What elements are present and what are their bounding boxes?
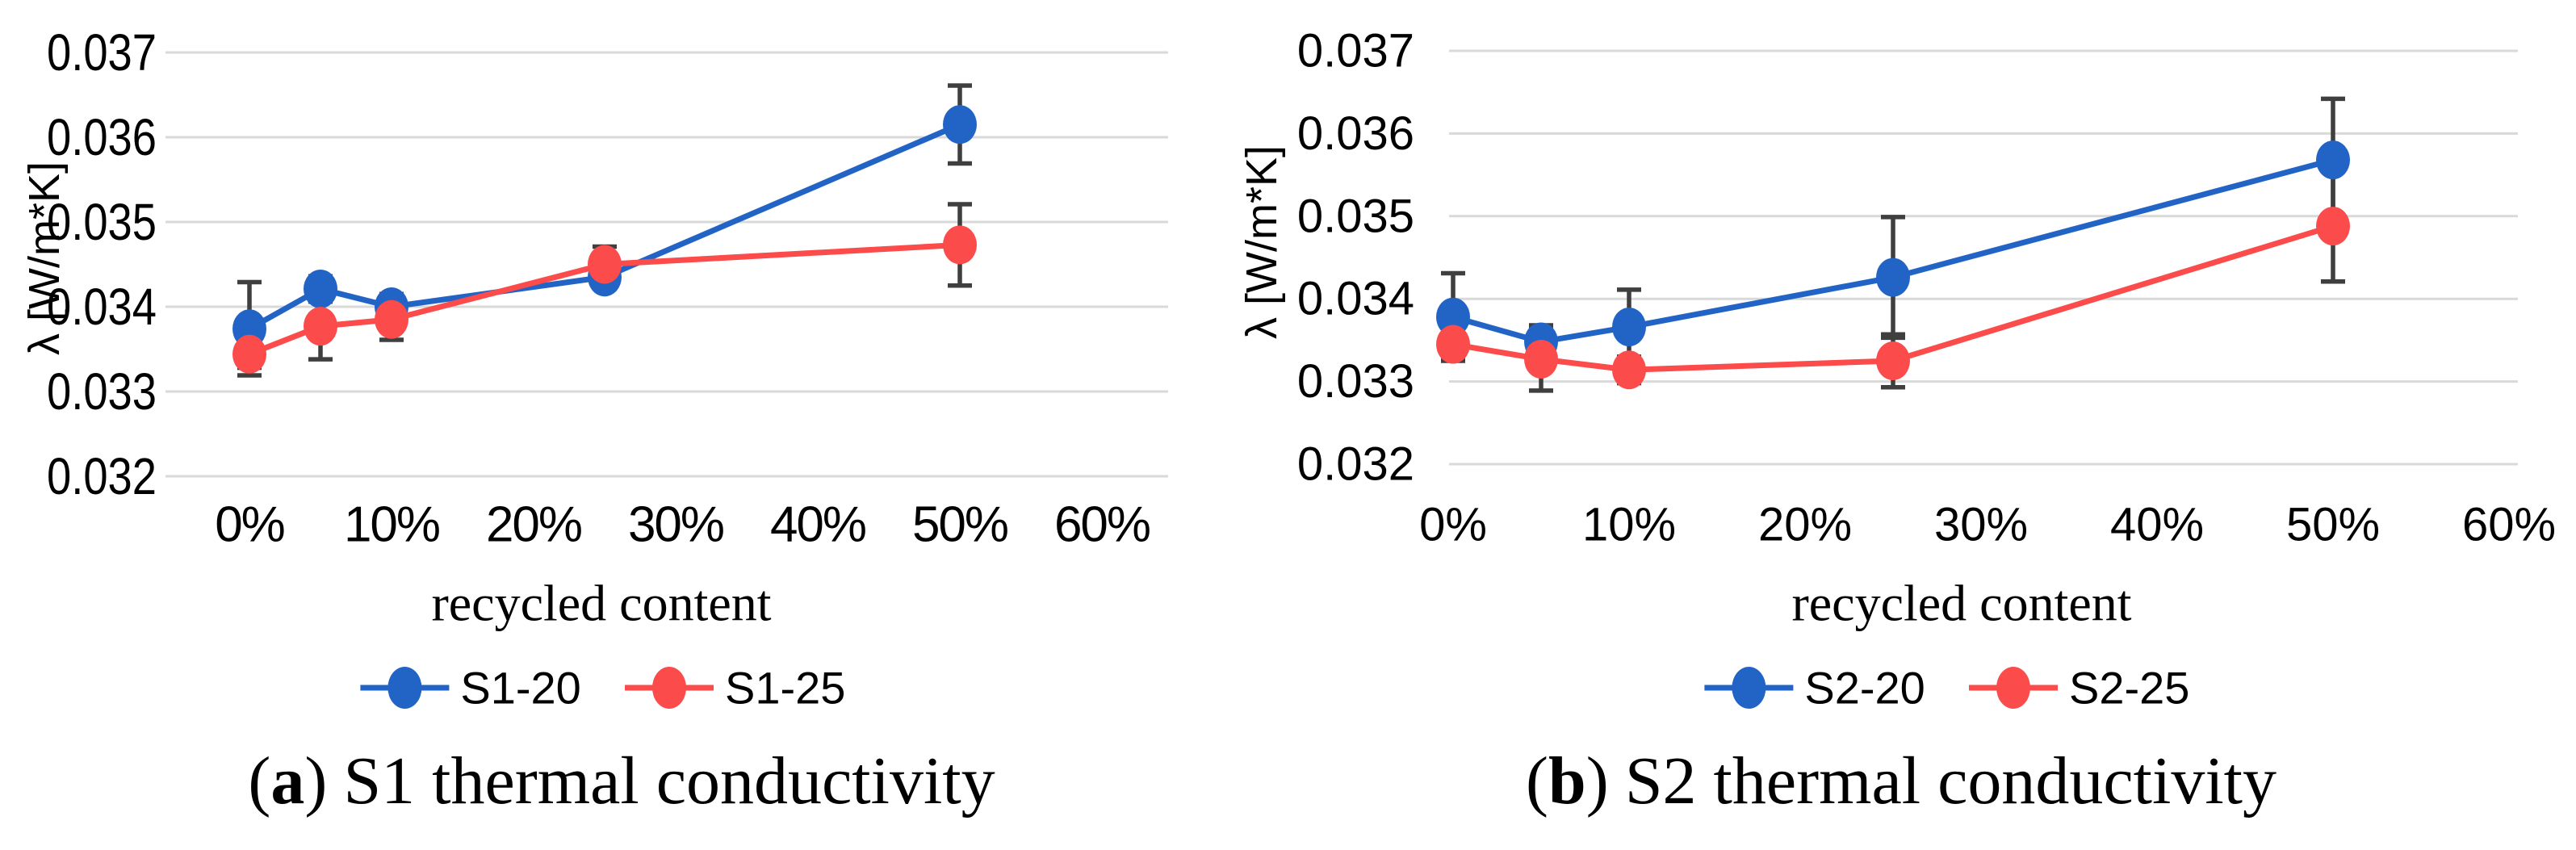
caption-a-close: )	[304, 743, 328, 819]
data-point-S2-25-25pct	[1876, 341, 1910, 380]
data-point-S2-20-0pct	[1436, 297, 1470, 337]
legend-label: S2-25	[2069, 663, 2189, 714]
caption-a-letter: a	[270, 743, 305, 819]
x-tick-label: 40%	[2110, 499, 2204, 551]
y-tick-label: 0.036	[47, 108, 157, 166]
y-axis-label: λ [W/m*K]	[1238, 145, 1286, 339]
legend-label: S2-20	[1804, 663, 1925, 714]
data-point-S1-25-50pct	[943, 225, 977, 265]
y-tick-label: 0.034	[47, 278, 157, 336]
legend-marker	[652, 667, 686, 709]
legend-marker	[387, 667, 422, 709]
y-axis-label: λ [W/m*K]	[20, 161, 69, 355]
y-tick-label: 0.033	[47, 362, 157, 421]
x-axis-title: recycled content	[431, 575, 771, 632]
x-tick-label: 20%	[1758, 499, 1852, 551]
x-tick-label: 60%	[2462, 499, 2556, 551]
data-point-S1-20-50pct	[943, 105, 977, 144]
x-tick-label: 40%	[770, 497, 865, 553]
legend-marker	[1996, 667, 2030, 709]
x-tick-label: 50%	[912, 497, 1007, 553]
data-point-S2-20-50pct	[2316, 140, 2350, 180]
data-point-S2-25-50pct	[2316, 207, 2350, 246]
legend-label: S1-20	[460, 663, 580, 714]
x-tick-label: 0%	[1419, 499, 1487, 551]
y-tick-label: 0.033	[1297, 355, 1414, 408]
data-point-S2-20-25pct	[1876, 258, 1910, 297]
legend-marker	[1732, 667, 1766, 709]
caption-chart-a: (a) S1 thermal conductivity	[248, 747, 995, 815]
legend-item-S1-20: S1-20	[360, 663, 581, 714]
data-point-S1-25-25pct	[588, 245, 622, 284]
legend-item-S1-25: S1-25	[625, 663, 845, 714]
data-point-S1-25-0pct	[232, 334, 266, 374]
y-tick-label: 0.032	[47, 447, 157, 505]
x-tick-label: 30%	[1934, 499, 2028, 551]
y-tick-label: 0.037	[1297, 25, 1414, 77]
data-point-S2-25-5pct	[1524, 339, 1558, 379]
y-tick-label: 0.032	[1297, 438, 1414, 491]
x-tick-label: 60%	[1054, 497, 1150, 553]
chart-s1: 0.037 0.036 0.035 0.034 0.033 0.032 0% 10% 20% 30…	[20, 23, 1168, 714]
data-point-S2-25-0pct	[1436, 325, 1470, 364]
caption-b-close: )	[1585, 743, 1609, 819]
x-tick-label: 10%	[1582, 499, 1676, 551]
y-tick-label: 0.035	[47, 193, 157, 251]
caption-b-letter: b	[1548, 743, 1586, 819]
x-tick-label: 50%	[2286, 499, 2380, 551]
caption-a-text: S1 thermal conductivity	[343, 743, 995, 819]
data-point-S1-25-5pct	[304, 307, 337, 346]
series-line-S1-20	[248, 122, 961, 332]
data-point-S1-25-10pct	[375, 299, 408, 339]
x-tick-label: 30%	[628, 497, 723, 553]
data-point-S2-25-10pct	[1612, 350, 1646, 390]
y-tick-label: 0.035	[1297, 190, 1414, 242]
legend-item-S2-25: S2-25	[1969, 663, 2189, 714]
caption-a-open: (	[248, 743, 271, 819]
caption-b-text: S2 thermal conductivity	[1624, 743, 2277, 819]
caption-b-open: (	[1525, 743, 1548, 819]
data-point-S1-20-5pct	[304, 269, 337, 308]
x-tick-label: 0%	[215, 497, 284, 553]
legend-label: S1-25	[725, 663, 845, 714]
y-tick-label: 0.037	[47, 23, 157, 82]
y-tick-label: 0.036	[1297, 107, 1414, 160]
x-tick-label: 10%	[344, 497, 439, 553]
x-tick-label: 20%	[486, 497, 581, 553]
legend-item-S2-20: S2-20	[1704, 663, 1925, 714]
caption-chart-b: (b) S2 thermal conductivity	[1526, 747, 2277, 815]
x-axis-title: recycled content	[1791, 575, 2131, 632]
y-tick-label: 0.034	[1297, 273, 1414, 325]
data-point-S2-20-10pct	[1612, 308, 1646, 347]
